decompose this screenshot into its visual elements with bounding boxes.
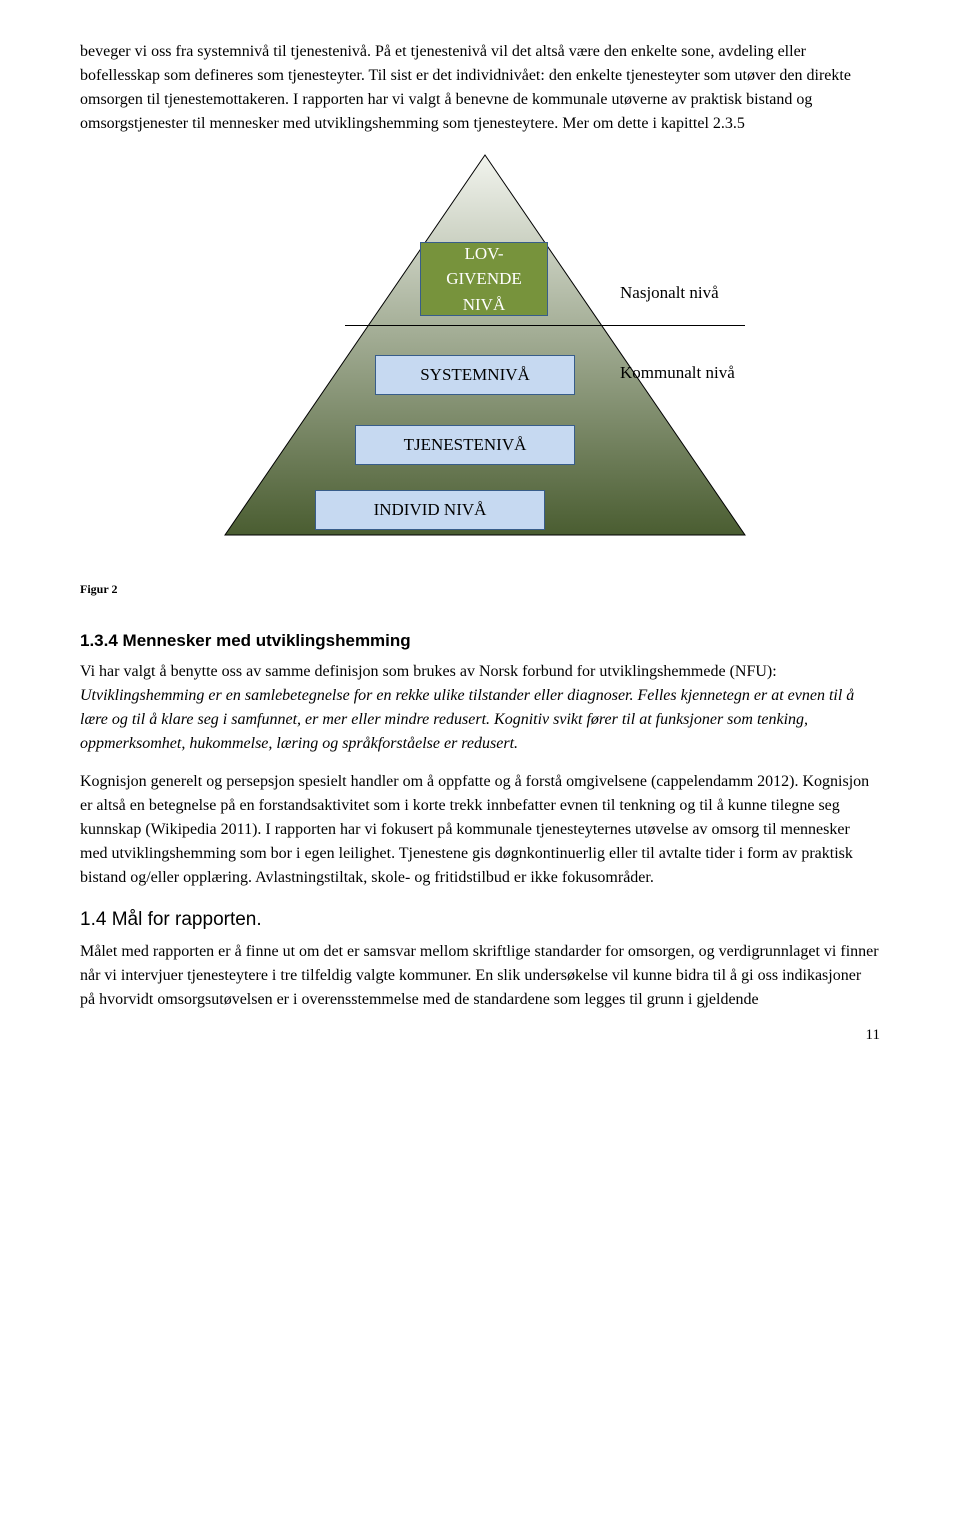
- paragraph-intro: beveger vi oss fra systemnivå til tjenes…: [80, 40, 880, 136]
- heading-1-4: 1.4 Mål for rapporten.: [80, 906, 880, 935]
- paragraph-1-4: Målet med rapporten er å finne ut om det…: [80, 940, 880, 1012]
- pyramid-triangle: [220, 150, 750, 540]
- para2-prefix: Vi har valgt å benytte oss av samme defi…: [80, 663, 777, 680]
- nasjonalt-label: Nasjonalt nivå: [620, 280, 719, 306]
- heading-1-3-4: 1.3.4 Mennesker med utviklingshemming: [80, 628, 880, 654]
- system-box: SYSTEMNIVÅ: [375, 355, 575, 395]
- paragraph-kognisjon: Kognisjon generelt og persepsjon spesiel…: [80, 770, 880, 890]
- paragraph-1-3-4: Vi har valgt å benytte oss av samme defi…: [80, 660, 880, 756]
- lov-box: LOV- GIVENDE NIVÅ: [420, 242, 548, 316]
- figure-caption: Figur 2: [80, 580, 880, 598]
- page-number: 11: [866, 1024, 880, 1047]
- para2-italic: Utviklingshemming er en samlebetegnelse …: [80, 687, 854, 752]
- kommunalt-label: Kommunalt nivå: [620, 360, 735, 386]
- individ-box: INDIVID NIVÅ: [315, 490, 545, 530]
- tjeneste-box: TJENESTENIVÅ: [355, 425, 575, 465]
- pyramid-figure: LOV- GIVENDE NIVÅ SYSTEMNIVÅ TJENESTENIV…: [120, 150, 840, 570]
- separator-line: [345, 325, 745, 326]
